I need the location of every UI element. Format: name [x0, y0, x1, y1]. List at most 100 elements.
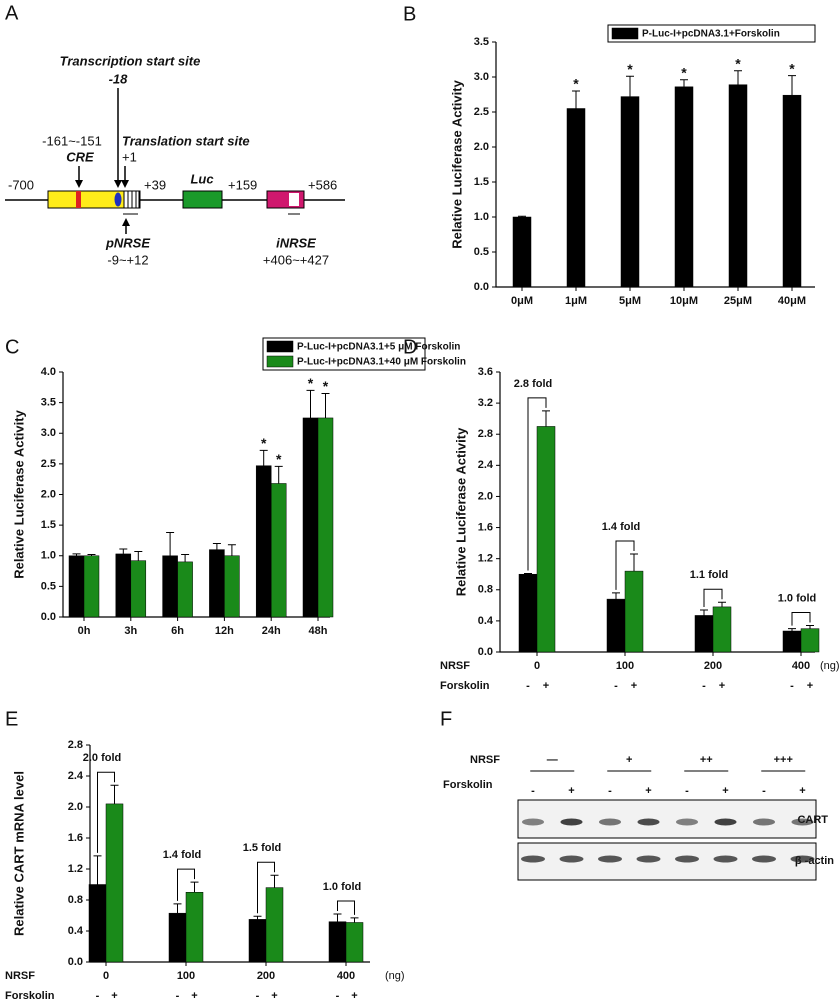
forskolin-sign: - [96, 990, 100, 1002]
label: +159 [228, 177, 257, 192]
legend-box [607, 24, 816, 43]
forskolin-sign: + [191, 990, 197, 1002]
error-bar [72, 553, 81, 556]
error-bar [788, 628, 796, 631]
x-tick-label: 0h [78, 625, 91, 637]
bar [620, 96, 640, 288]
band [636, 855, 661, 863]
bar [255, 465, 272, 618]
forskolin-sign: + [807, 680, 813, 692]
x-tick-label: 48h [309, 625, 328, 637]
y-tick-label: 2.4 [478, 459, 494, 471]
fold-bracket [177, 868, 195, 901]
chart: C Relative Luciferase Activity 0.0 0.5 1.0 1.… [5, 336, 466, 637]
x-tick-label: 100 [616, 660, 634, 672]
y-tick-label: 2.5 [474, 106, 489, 118]
bar [606, 598, 626, 653]
forskolin-sign: - [762, 785, 766, 797]
x-tick-label: 200 [257, 970, 275, 982]
error-bar [110, 784, 119, 804]
x-tick-label: 12h [215, 625, 234, 637]
y-tick-label: 2.0 [474, 141, 489, 153]
forskolin-sign: + [645, 785, 651, 797]
fold-bracket [337, 900, 355, 915]
bar [782, 630, 802, 653]
error-bar [626, 75, 634, 97]
arrowhead [121, 180, 129, 188]
bar [209, 549, 225, 618]
forskolin-sign: - [336, 990, 340, 1002]
axis [89, 745, 370, 963]
label: +586 [308, 177, 337, 192]
y-tick-label: 1.2 [478, 553, 493, 565]
y-tick-label: 2.0 [68, 801, 83, 813]
fold-label: 1.4 fold [163, 849, 202, 861]
fold-label: 2.8 fold [514, 378, 553, 390]
error-bar [306, 389, 315, 418]
label: -9~+12 [107, 252, 148, 267]
fold-bracket [527, 397, 547, 571]
y-tick-label: 4.0 [41, 366, 56, 378]
label: Luc [190, 171, 214, 186]
error-bar [333, 913, 342, 922]
y-tick-label: 3.0 [41, 427, 56, 439]
bar [83, 555, 100, 618]
band [790, 855, 815, 863]
x-tick-label: 400 [337, 970, 355, 982]
y-tick-label: 1.6 [478, 521, 493, 533]
band [675, 855, 699, 863]
bar [224, 555, 240, 618]
axis [62, 372, 330, 618]
y-tick-label: 2.5 [41, 458, 56, 470]
x-tick-label: 10μM [670, 295, 698, 307]
band [560, 818, 583, 826]
row-label: Forskolin [443, 779, 493, 791]
y-tick-label: 1.2 [68, 863, 83, 875]
y-axis-label: Relative Luciferase Activity [11, 409, 26, 578]
error-bar [87, 554, 96, 556]
fold-label: 1.5 fold [243, 842, 282, 854]
bar [248, 919, 267, 963]
error-bar [253, 915, 262, 920]
forskolin-sign: - [685, 785, 689, 797]
error-bar [274, 465, 283, 484]
error-bar [788, 75, 796, 96]
bar [566, 108, 586, 288]
inrse-box [289, 193, 299, 206]
label: CRE [66, 149, 94, 164]
bar [162, 555, 178, 618]
band [753, 818, 775, 826]
fold-label: 1.0 fold [323, 881, 362, 893]
panel-letter: F [440, 708, 452, 730]
bar [345, 922, 364, 963]
significance: * [789, 60, 795, 76]
bar [728, 84, 748, 288]
y-tick-label: 3.5 [41, 397, 56, 409]
panel-a: A Transcription start site -18 -161~-151… [5, 2, 345, 267]
error-bar [190, 881, 199, 893]
tss-mark [114, 192, 122, 207]
bar [712, 606, 732, 653]
luc-box [182, 190, 223, 209]
error-bar [612, 592, 620, 600]
band [752, 855, 776, 863]
fold-bracket [97, 771, 115, 853]
band [714, 818, 737, 826]
x-tick-label: 200 [704, 660, 722, 672]
error-bar [524, 572, 532, 575]
legend-swatch [266, 355, 294, 368]
y-tick-label: 0.4 [68, 925, 84, 937]
panel-letter: E [5, 708, 18, 730]
row-label: NRSF [470, 754, 500, 766]
bar [328, 921, 347, 963]
y-tick-label: 2.0 [41, 488, 56, 500]
arrowhead [122, 218, 130, 226]
band [637, 818, 660, 826]
row-label: NRSF [440, 660, 470, 672]
bar [674, 86, 694, 288]
x-tick-label: 1μM [565, 295, 587, 307]
significance: * [276, 451, 282, 467]
y-tick-label: 0.0 [68, 956, 83, 968]
nrsf-level: +++ [774, 754, 793, 766]
